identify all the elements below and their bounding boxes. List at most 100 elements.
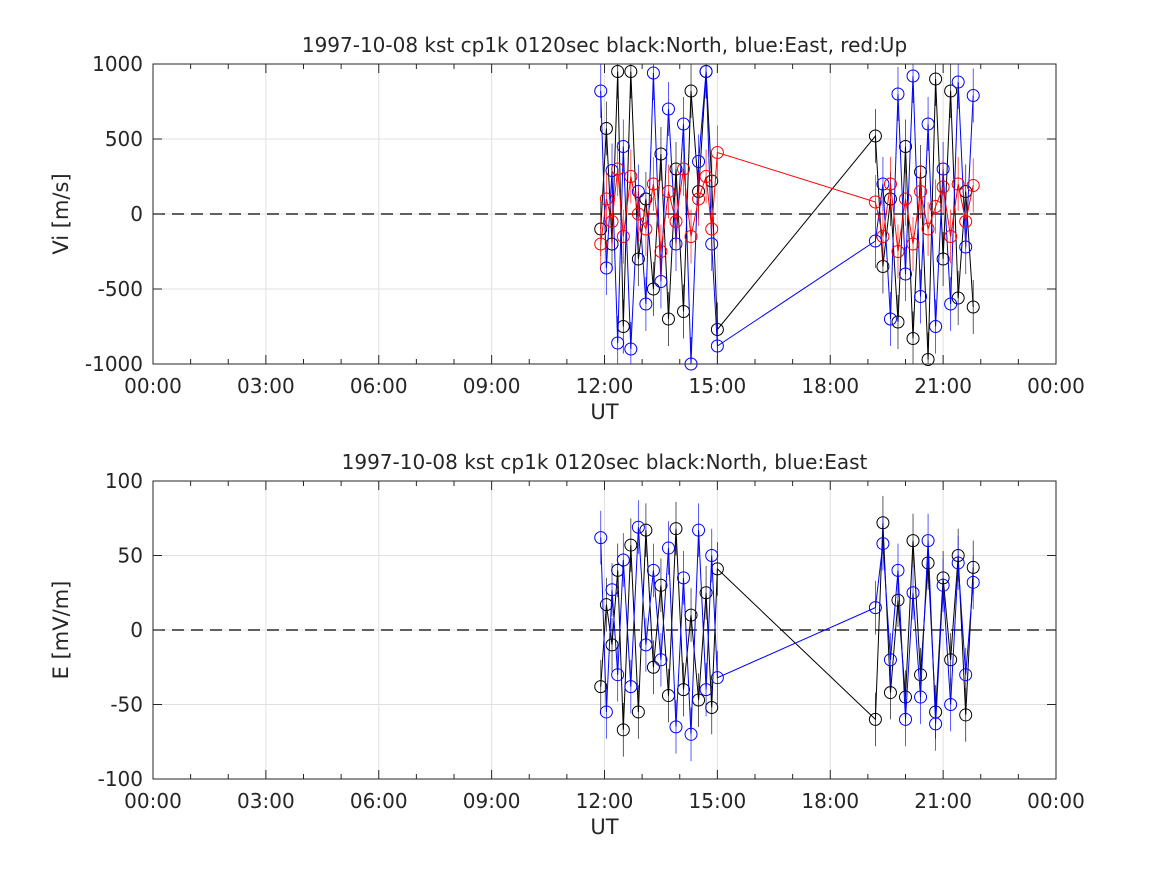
velocity-east-point [906, 69, 920, 83]
velocity-up-point [876, 230, 890, 243]
velocity-north-point [936, 252, 950, 266]
efield-east-point [868, 601, 882, 615]
efield-east-point [594, 531, 608, 545]
velocity-up-point [639, 222, 653, 236]
efield-east-point [677, 571, 691, 585]
efield-north-point [631, 705, 645, 719]
velocity-north-point [891, 315, 905, 329]
efield-north-point [944, 653, 958, 667]
efield-north-point [699, 586, 713, 600]
efield-east-series-line [600, 527, 974, 735]
velocity-up-point [669, 215, 683, 228]
efield-north-point [669, 522, 683, 536]
efield-y-tick-label: -50 [110, 693, 143, 717]
velocity-up-point [951, 177, 965, 191]
efield-y-tick-label: 100 [105, 469, 143, 493]
velocity-x-tick-label: 12:00 [576, 374, 634, 398]
efield-east-point [921, 534, 935, 548]
velocity-y-tick-label: 500 [105, 127, 143, 151]
efield-north-point [624, 538, 638, 552]
efield-east-point [624, 680, 638, 694]
efield-east-point [654, 653, 668, 667]
velocity-north-point [624, 65, 638, 78]
velocity-up-point [899, 192, 912, 206]
velocity-east-point [699, 65, 713, 78]
velocity-east-point [611, 336, 625, 350]
velocity-x-tick-label: 09:00 [463, 374, 521, 398]
efield-x-tick-label: 09:00 [463, 789, 521, 813]
velocity-east-point [891, 87, 905, 101]
efield-north-point [616, 723, 630, 737]
velocity-up-point [868, 195, 882, 209]
efield-y-tick-label: 50 [118, 544, 143, 568]
velocity-up-point [966, 179, 980, 192]
efield-x-tick-label: 00:00 [124, 789, 182, 813]
efield-east-point [692, 523, 706, 537]
velocity-up-point [654, 245, 668, 258]
efield-north-point [868, 712, 882, 726]
velocity-x-tick-label: 18:00 [801, 374, 859, 398]
efield-x-tick-label: 18:00 [801, 789, 859, 813]
efield-east-point [646, 563, 660, 577]
efield-east-point [705, 549, 719, 562]
efield-east-point [616, 553, 630, 567]
velocity-east-series-line [600, 71, 974, 365]
velocity-east-point [868, 234, 882, 248]
velocity-north-point [684, 84, 698, 98]
efield-east-point [631, 520, 645, 534]
velocity-up-point [605, 215, 619, 228]
velocity-up-point [921, 222, 935, 236]
velocity-up-point [594, 237, 608, 251]
velocity-up-point [883, 177, 897, 191]
velocity-up-point [692, 192, 706, 206]
velocity-up-point [616, 230, 630, 243]
efield-north-point [959, 708, 973, 722]
velocity-up-point [959, 215, 973, 228]
efield-east-point [966, 575, 980, 589]
velocity-east-point [899, 267, 912, 281]
efield-north-point [639, 523, 653, 537]
velocity-east-point [914, 290, 928, 303]
velocity-up-point [914, 185, 928, 198]
velocity-east-point [646, 66, 660, 80]
velocity-up-point [677, 162, 691, 176]
efield-north-point [605, 638, 619, 652]
efield-east-point [951, 556, 965, 570]
efield-east-point [899, 712, 912, 726]
velocity-y-tick-label: 1000 [92, 52, 143, 76]
efield-x-tick-label: 06:00 [350, 789, 408, 813]
velocity-up-point [661, 185, 675, 198]
velocity-east-point [944, 297, 958, 311]
efield-east-point [906, 586, 920, 600]
velocity-east-point [624, 342, 638, 356]
velocity-up-point [705, 222, 719, 236]
velocity-y-tick-label: -1000 [85, 352, 143, 376]
velocity-north-point [646, 282, 660, 296]
efield-east-point [639, 638, 653, 652]
efield-east-point [914, 690, 928, 704]
velocity-x-tick-label: 00:00 [124, 374, 182, 398]
velocity-east-point [951, 75, 965, 89]
velocity-up-point [646, 177, 660, 191]
velocity-north-series-line [600, 71, 974, 360]
efield-east-point [891, 563, 905, 577]
velocity-x-tick-label: 21:00 [914, 374, 972, 398]
efield-east-point [599, 705, 613, 719]
velocity-up-point [936, 180, 950, 194]
efield-east-point [605, 583, 619, 597]
velocity-north-point [868, 129, 882, 143]
velocity-up-point [699, 170, 713, 183]
velocity-east-point [661, 102, 675, 116]
efield-east-point [699, 683, 713, 697]
velocity-up-point [891, 245, 905, 258]
velocity-east-point [876, 177, 890, 191]
velocity-up-point [599, 192, 613, 206]
velocity-north-point [599, 122, 613, 135]
efield-north-point [646, 660, 660, 674]
velocity-east-point [921, 117, 935, 131]
velocity-panel-title: 1997-10-08 kst cp1k 0120sec black:North,… [302, 33, 907, 57]
velocity-north-point [906, 332, 920, 345]
efield-east-point [684, 727, 698, 741]
efield-east-point [669, 720, 683, 734]
